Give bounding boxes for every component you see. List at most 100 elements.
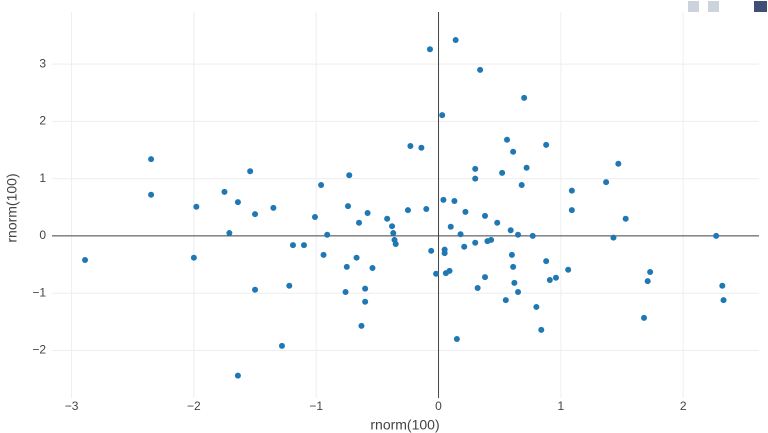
point: [477, 66, 484, 73]
point: [221, 188, 228, 195]
point: [148, 191, 155, 198]
point: [538, 326, 545, 333]
point: [82, 256, 89, 263]
point: [342, 289, 349, 296]
point: [234, 372, 241, 379]
point: [482, 274, 489, 281]
point: [453, 336, 460, 343]
point: [647, 269, 654, 276]
point: [300, 242, 307, 249]
point: [364, 210, 371, 217]
point: [440, 196, 447, 203]
point: [289, 242, 296, 249]
point: [521, 94, 528, 101]
point: [494, 219, 501, 226]
x-tick-label: 0: [435, 399, 442, 413]
point: [644, 278, 651, 285]
point: [320, 251, 327, 258]
point: [392, 240, 399, 247]
point: [515, 289, 522, 296]
point: [270, 204, 277, 211]
x-tick-label: −3: [65, 399, 79, 413]
point: [499, 169, 506, 176]
point: [507, 227, 514, 234]
point: [423, 206, 430, 213]
point: [610, 234, 617, 241]
point: [252, 286, 259, 293]
y-tick-label: 3: [39, 56, 46, 70]
point: [148, 156, 155, 163]
point: [504, 136, 511, 143]
point: [523, 164, 530, 171]
zoom-in-button[interactable]: [688, 1, 699, 12]
point: [384, 215, 391, 222]
point: [407, 143, 414, 150]
point: [543, 258, 550, 265]
point: [511, 279, 518, 286]
point: [472, 175, 479, 182]
point: [418, 144, 425, 151]
point: [193, 203, 200, 210]
point: [441, 250, 448, 257]
point: [482, 212, 489, 219]
point: [720, 297, 727, 304]
point: [362, 285, 369, 292]
point: [318, 181, 325, 188]
point: [404, 207, 411, 214]
point: [502, 297, 509, 304]
point: [345, 203, 352, 210]
point: [568, 187, 575, 194]
y-tick-label: 0: [39, 228, 46, 242]
point: [369, 264, 376, 271]
point: [356, 219, 363, 226]
modebar: [688, 1, 767, 12]
point: [358, 322, 365, 329]
plotly-logo-button[interactable]: [754, 1, 767, 12]
x-tick-label: −1: [309, 399, 323, 413]
point: [324, 231, 331, 238]
point: [311, 214, 318, 221]
point: [451, 197, 458, 204]
point: [389, 223, 396, 230]
x-tick-label: 2: [680, 399, 687, 413]
point: [518, 181, 525, 188]
y-tick-label: 2: [39, 114, 46, 128]
point: [622, 215, 629, 222]
point: [462, 208, 469, 215]
point: [247, 168, 254, 175]
point: [234, 199, 241, 206]
point: [472, 239, 479, 246]
point: [428, 247, 435, 254]
point: [543, 141, 550, 148]
point: [641, 314, 648, 321]
point: [488, 236, 495, 243]
point: [474, 285, 481, 292]
zoom-out-button[interactable]: [708, 1, 719, 12]
point: [546, 277, 553, 284]
point: [346, 172, 353, 179]
point: [713, 232, 720, 239]
point: [457, 231, 464, 238]
point: [615, 160, 622, 167]
point: [433, 270, 440, 277]
point: [190, 254, 197, 261]
point: [515, 231, 522, 238]
y-tick-label: −1: [32, 285, 46, 299]
point: [452, 37, 459, 44]
point: [461, 243, 468, 250]
point: [446, 267, 453, 274]
point: [362, 298, 369, 305]
y-axis-title: rnorm(100): [4, 173, 20, 242]
x-tick-label: −2: [187, 399, 201, 413]
point: [226, 230, 233, 237]
point: [719, 282, 726, 289]
point: [472, 165, 479, 172]
point: [529, 232, 536, 239]
point: [568, 207, 575, 214]
point: [447, 223, 454, 230]
point: [286, 282, 293, 289]
point: [510, 148, 517, 155]
y-tick-label: −2: [32, 343, 46, 357]
point: [510, 263, 517, 270]
